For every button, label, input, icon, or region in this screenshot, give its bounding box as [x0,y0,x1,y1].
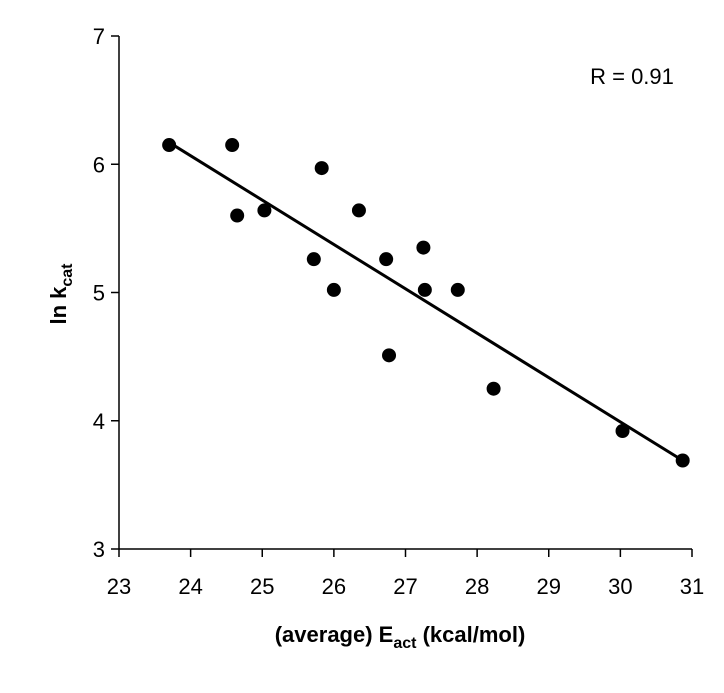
x-axis-title: (average) Eact (kcal/mol) [275,622,526,652]
data-point [257,203,272,218]
data-point [306,252,321,267]
y-axis-title-main: ln k [46,286,71,325]
x-tick-label: 26 [322,574,346,599]
x-tick-label: 23 [107,574,131,599]
r-annotation: R = 0.91 [590,64,674,89]
data-point [162,138,177,153]
data-point [326,282,341,297]
y-tick-label: 3 [93,537,105,562]
y-axis-title-subscript: cat [59,263,76,287]
axes: 3 4 5 6 7 23 24 25 26 27 28 29 30 31 [93,24,704,599]
y-axis-title: ln kcat [46,263,76,325]
x-tick-label: 31 [680,574,704,599]
x-axis-title-main: (average) E [275,622,394,647]
trendline [168,141,684,462]
trendline-group [168,141,684,462]
data-point [230,208,245,223]
y-tick-label: 4 [93,409,105,434]
data-point [314,161,329,176]
data-point [450,282,465,297]
data-point [416,240,431,255]
y-tick-label: 7 [93,24,105,49]
data-point [225,138,240,153]
data-point [486,381,501,396]
points-group [162,138,690,468]
y-tick-label: 6 [93,152,105,177]
x-tick-label: 29 [537,574,561,599]
x-tick-label: 30 [608,574,632,599]
x-tick-label: 27 [393,574,417,599]
x-axis-title-subscript: act [393,635,417,652]
data-point [351,203,366,218]
data-point [675,453,690,468]
data-point [379,252,394,267]
x-tick-label: 24 [178,574,202,599]
data-point [615,424,630,439]
x-tick-label: 28 [465,574,489,599]
data-point [417,282,432,297]
x-tick-label: 25 [250,574,274,599]
data-point [382,348,397,363]
y-tick-label: 5 [93,281,105,306]
x-axis-title-suffix: (kcal/mol) [416,622,525,647]
